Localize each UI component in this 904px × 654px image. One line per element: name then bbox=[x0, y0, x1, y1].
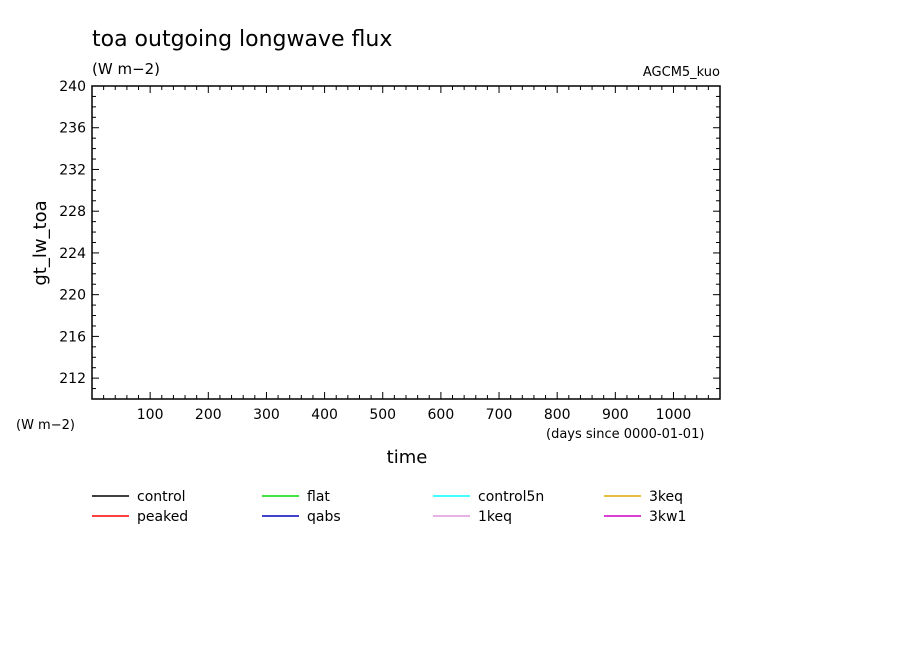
x-axis-label: time bbox=[387, 447, 428, 468]
y-tick-label: 220 bbox=[59, 288, 86, 304]
legend-label: peaked bbox=[137, 509, 188, 525]
x-tick-labels: 100 200 300 400 500 600 700 800 900 1000 bbox=[137, 407, 692, 423]
chart-subtitle: (W m−2) bbox=[92, 60, 160, 78]
x-tick-label: 100 bbox=[137, 407, 164, 423]
x-axis-unit: (days since 0000-01-01) bbox=[546, 427, 704, 442]
x-tick-label: 400 bbox=[311, 407, 338, 423]
legend-label: 3keq bbox=[649, 489, 683, 505]
legend-label: flat bbox=[307, 489, 330, 505]
x-tick-label: 900 bbox=[602, 407, 629, 423]
x-tick-label: 600 bbox=[428, 407, 455, 423]
x-tick-label: 300 bbox=[253, 407, 280, 423]
chart-title: toa outgoing longwave flux bbox=[92, 27, 392, 52]
legend-label: qabs bbox=[307, 509, 341, 525]
x-tick-label: 800 bbox=[544, 407, 571, 423]
axis-ticks bbox=[92, 85, 720, 400]
plot-area-frame bbox=[91, 85, 721, 400]
x-tick-label: 500 bbox=[369, 407, 396, 423]
legend-label: control bbox=[137, 489, 186, 505]
x-tick-label: 1000 bbox=[656, 407, 692, 423]
x-tick-label: 200 bbox=[195, 407, 222, 423]
y-axis-unit: (W m−2) bbox=[16, 418, 75, 433]
y-tick-label: 232 bbox=[59, 162, 86, 178]
legend-label: 1keq bbox=[478, 509, 512, 525]
y-tick-label: 216 bbox=[59, 329, 86, 345]
model-label: AGCM5_kuo bbox=[643, 65, 720, 80]
y-tick-label: 224 bbox=[59, 246, 86, 262]
legend-label: control5n bbox=[478, 489, 544, 505]
y-tick-label: 228 bbox=[59, 204, 86, 220]
y-tick-label: 212 bbox=[59, 371, 86, 387]
y-axis-label: gt_lw_toa bbox=[30, 200, 51, 285]
y-tick-labels: 212 216 220 224 228 232 236 240 bbox=[59, 79, 86, 387]
legend: control peaked flat qabs control5n 1keq 3keq 3k… bbox=[92, 489, 686, 525]
x-tick-label: 700 bbox=[486, 407, 513, 423]
y-tick-label: 236 bbox=[59, 121, 86, 137]
legend-label: 3kw1 bbox=[649, 509, 686, 525]
y-tick-label: 240 bbox=[59, 79, 86, 95]
